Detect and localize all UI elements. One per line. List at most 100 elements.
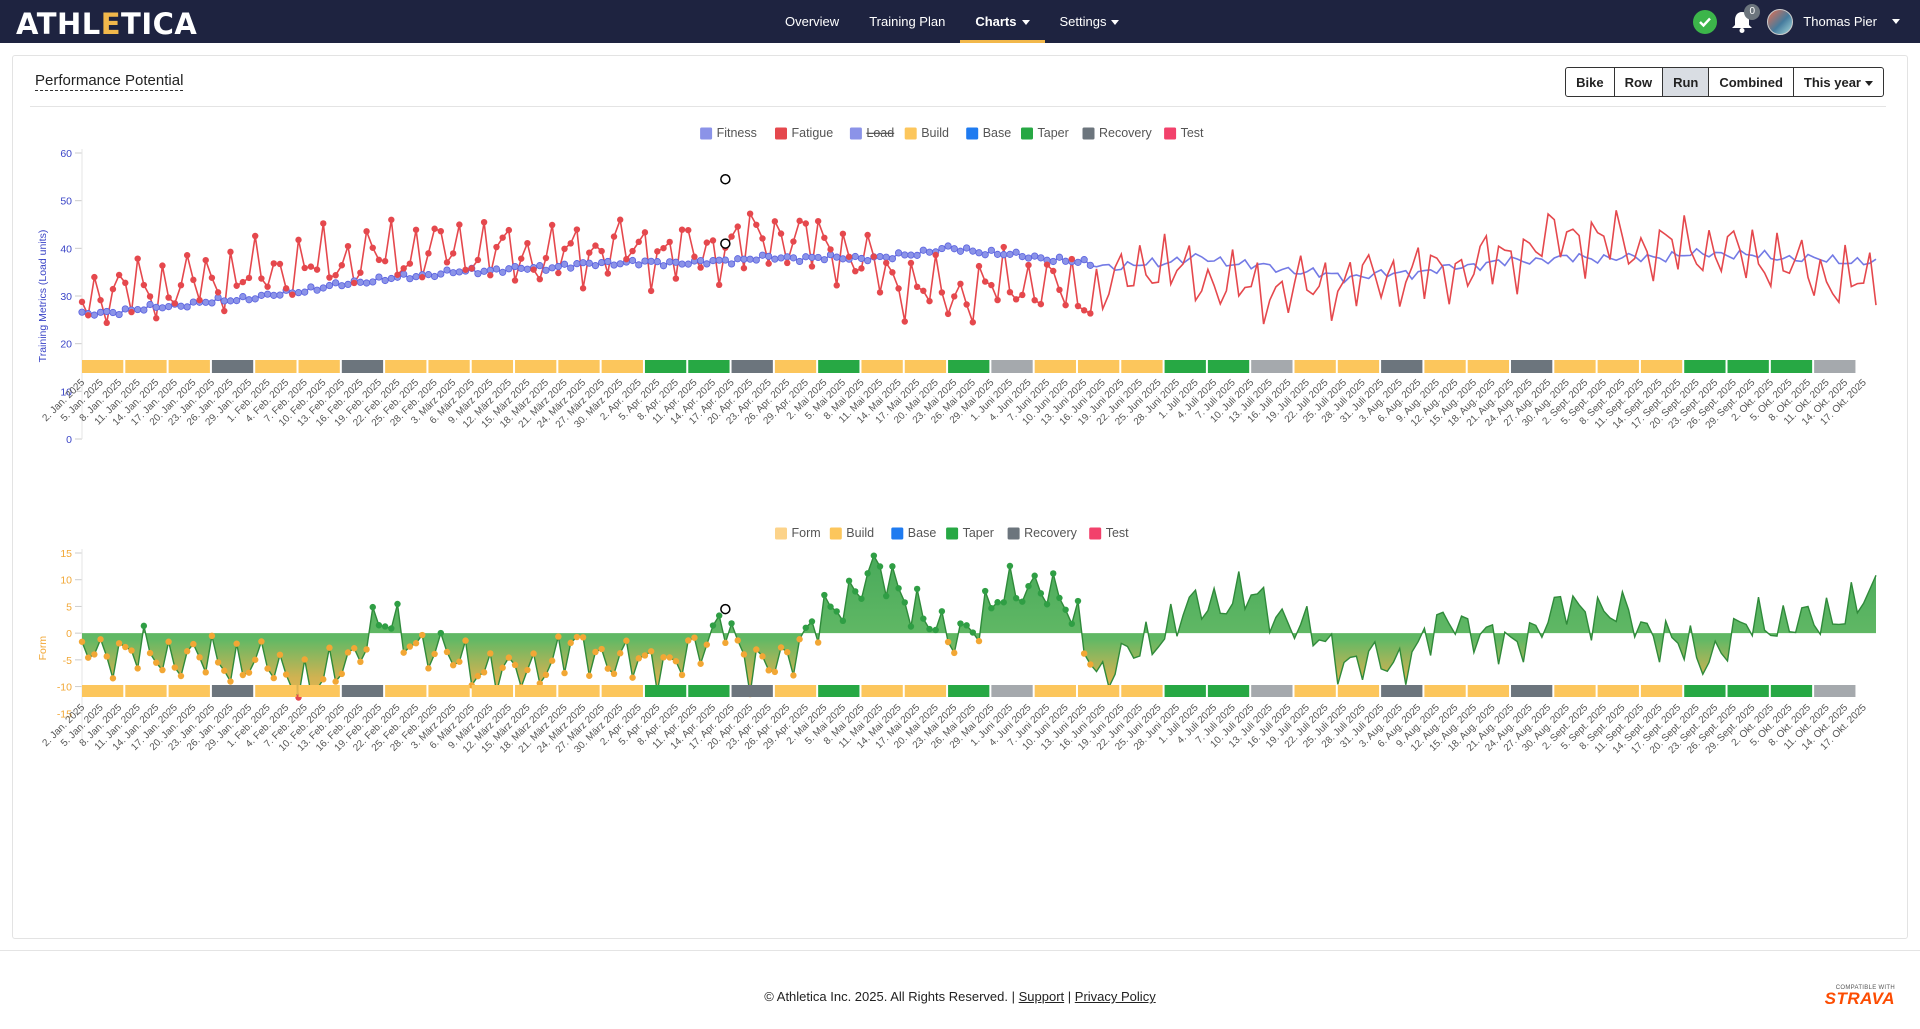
fatigue-point [604,270,612,277]
fitness-point [505,265,513,273]
form-point [350,645,358,652]
form-point [635,655,642,662]
form-point [97,636,104,643]
avatar[interactable] [1767,8,1794,35]
legend-swatch [700,127,713,140]
fitness-point [239,293,247,301]
fitness-point [585,259,593,267]
form-point [394,600,401,608]
combined-button[interactable]: Combined [1708,67,1794,97]
training-metrics-chart[interactable]: Fitness Fatigue Load Build Base Taper Recovery… [0,110,1920,530]
strava-badge[interactable]: COMPATIBLE WITH STRAVA [1824,985,1895,1008]
legend-item-base: Base [908,526,937,540]
nav-training-plan[interactable]: Training Plan [869,14,946,29]
legend-swatch [1082,127,1095,140]
form-point [431,650,438,658]
nav-settings[interactable]: Settings [1045,0,1135,43]
fatigue-point [1025,261,1032,269]
form-point [901,599,908,606]
fatigue-point [913,283,921,291]
form-point [715,612,723,619]
row-button[interactable]: Row [1613,67,1664,97]
fatigue-point [647,287,655,295]
fatigue-point [307,263,315,270]
fitness-point [1031,252,1039,260]
form-point [462,637,469,644]
fatigue-point [1012,296,1020,303]
fatigue-point [499,234,506,241]
form-point [511,661,519,669]
run-button[interactable]: Run [1662,67,1710,97]
fatigue-point [97,296,104,304]
form-point [264,665,271,672]
phase-block-test [1814,360,1856,373]
fatigue-point [734,223,741,230]
fatigue-point [91,273,98,281]
fitness-point [115,310,123,319]
phase-block-build [601,360,643,373]
fitness-point [474,270,482,278]
fatigue-point [487,272,494,279]
fatigue-point [332,272,339,279]
phase-block-build [82,360,124,373]
form-point [957,620,964,627]
time-range-dropdown[interactable]: This year [1792,67,1884,97]
phase-block-build [1554,360,1596,373]
nav-overview[interactable]: Overview [785,14,840,29]
bike-button[interactable]: Bike [1565,67,1615,97]
phase-block-build [1337,685,1380,697]
fitness-point [734,255,742,263]
fitness-point [134,305,142,314]
form-point [449,661,457,669]
user-menu-chevron-down-icon[interactable] [1892,19,1900,24]
form-point [907,623,915,630]
fitness-point [165,302,173,311]
user-name[interactable]: Thomas Pier [1803,14,1877,29]
legend-item-load: Load [866,126,894,140]
notifications-button[interactable]: 0 [1727,3,1761,37]
fitness-point [616,260,624,268]
fitness-point [183,303,191,311]
fitness-point [963,244,971,252]
fatigue-point [858,265,865,272]
brand-logo[interactable]: ATHLETICA [16,7,198,41]
fatigue-point [827,246,834,253]
fitness-point [548,264,556,272]
form-point [128,647,135,654]
form-point [357,658,364,666]
y-tick-label: -5 [63,655,72,667]
fitness-point [542,266,550,274]
phase-block-build [1554,685,1596,697]
phase-block-build [298,360,340,373]
form-point [790,672,797,679]
fitness-point [765,252,773,260]
phase-block-recovery [731,360,773,373]
form-chart[interactable]: Form Build Base Taper Recovery Test -15 -10 -5 0 5… [0,525,1920,925]
fatigue-point [505,226,513,234]
fatigue-point [1037,300,1045,308]
fatigue-point [208,274,216,281]
fitness-point [659,262,668,270]
phase-block-taper [818,360,860,373]
legend-item-test: Test [1106,526,1129,540]
fitness-point [573,260,581,268]
form-point [963,622,970,629]
legend-swatch [1089,527,1102,540]
fatigue-point [808,263,816,270]
phase-block-build [1597,360,1639,373]
phase-block-recovery [1511,685,1553,697]
form-point [505,654,513,661]
legend-item-form: Form [792,526,821,540]
sync-status-check-icon[interactable] [1693,9,1718,34]
nav-charts[interactable]: Charts [960,0,1045,43]
fatigue-point [1043,261,1051,268]
fitness-point [907,251,915,259]
fitness-point [431,272,439,281]
fatigue-point [573,226,581,233]
privacy-policy-link[interactable]: Privacy Policy [1074,989,1156,1004]
support-link[interactable]: Support [1018,989,1065,1004]
fatigue-point [821,234,828,241]
page-title[interactable]: Performance Potential [35,72,184,91]
phase-block-taper [688,360,730,373]
fatigue-point [419,274,426,281]
